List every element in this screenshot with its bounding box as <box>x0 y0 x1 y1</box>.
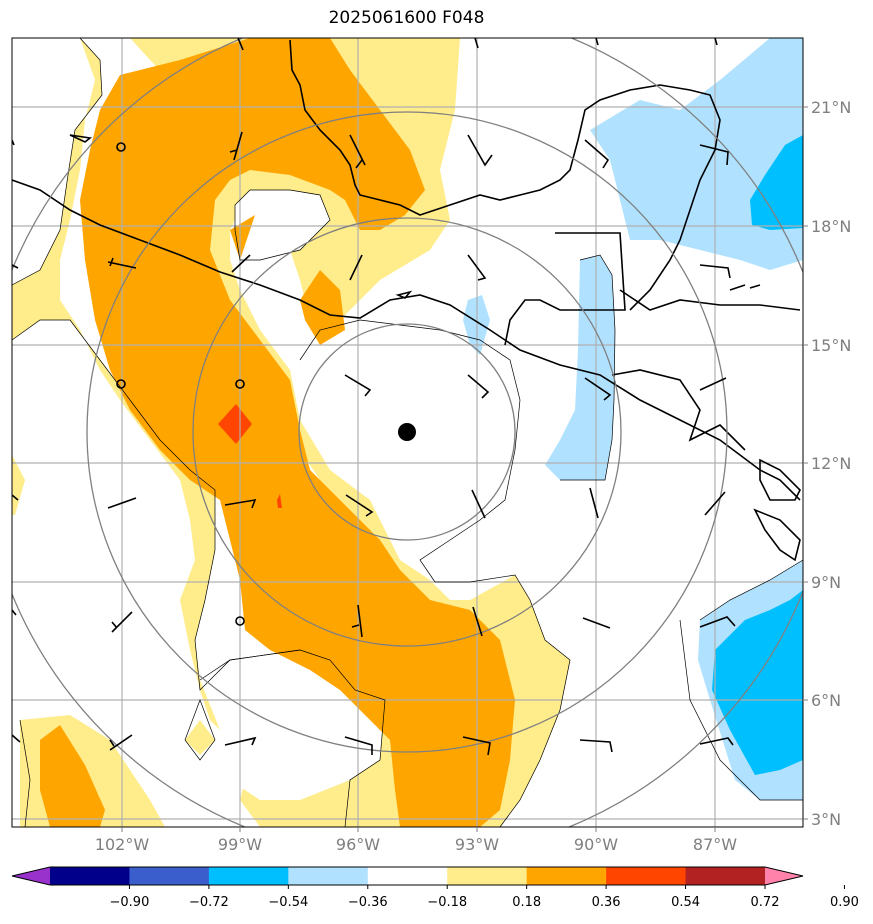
colorbar-segment <box>288 867 369 885</box>
colorbar-tick-label: −0.72 <box>189 895 229 910</box>
colorbar-tick-label: 0.36 <box>592 895 621 910</box>
colorbar-tick-label: 0.18 <box>512 895 541 910</box>
latitude-labels: 21°N 18°N 15°N 12°N 9°N 6°N 3°N <box>811 98 851 829</box>
colorbar-segment <box>208 867 289 885</box>
colorbar-segment <box>129 867 210 885</box>
colorbar-outline <box>11 866 804 886</box>
colorbar-segment <box>367 867 448 885</box>
graticule <box>12 38 803 827</box>
colorbar-tick-label: −0.90 <box>110 895 150 910</box>
lon-label: 87°W <box>693 835 737 854</box>
colorbar-tick-label: 0.90 <box>830 895 859 910</box>
wind-barbs <box>12 38 736 756</box>
lat-label: 12°N <box>811 454 851 473</box>
map-plot-area <box>12 38 803 827</box>
shading-red-orange <box>218 404 282 508</box>
lat-label: 6°N <box>811 691 841 710</box>
colorbar: −0.90 −0.72 −0.54 −0.36 −0.18 0.18 0.36 0.54 0.7… <box>11 866 859 910</box>
map-title: 2025061600 F048 <box>328 8 485 28</box>
lat-label: 21°N <box>811 98 851 117</box>
colorbar-segment <box>526 867 607 885</box>
lon-label: 96°W <box>336 835 380 854</box>
lat-label: 3°N <box>811 810 841 829</box>
lon-label: 93°W <box>455 835 499 854</box>
colorbar-extend-max <box>765 867 803 885</box>
contour-lines <box>12 38 803 827</box>
lat-label: 9°N <box>811 573 841 592</box>
colorbar-segment <box>50 867 130 885</box>
colorbar-tick-label: −0.36 <box>348 895 388 910</box>
colorbar-segment <box>447 867 528 885</box>
colorbar-extend-min <box>12 867 50 885</box>
map-border <box>11 37 804 828</box>
axis-ticks <box>121 106 808 832</box>
lon-label: 102°W <box>95 835 150 854</box>
storm-center-marker <box>398 423 416 441</box>
lat-label: 18°N <box>811 217 851 236</box>
longitude-labels: 102°W 99°W 96°W 93°W 90°W 87°W <box>95 835 737 854</box>
colorbar-tick-label: 0.72 <box>751 895 780 910</box>
colorbar-segment <box>685 867 766 885</box>
colorbar-segment <box>606 867 687 885</box>
calm-wind-markers <box>116 142 245 626</box>
lon-label: 90°W <box>574 835 618 854</box>
lon-label: 99°W <box>218 835 262 854</box>
shading-sky-blue <box>712 135 803 775</box>
colorbar-tick-label: 0.54 <box>671 895 700 910</box>
range-rings <box>12 38 803 827</box>
colorbar-tick-label: −0.18 <box>427 895 467 910</box>
colorbar-tick-label: −0.54 <box>268 895 308 910</box>
lat-label: 15°N <box>811 336 851 355</box>
